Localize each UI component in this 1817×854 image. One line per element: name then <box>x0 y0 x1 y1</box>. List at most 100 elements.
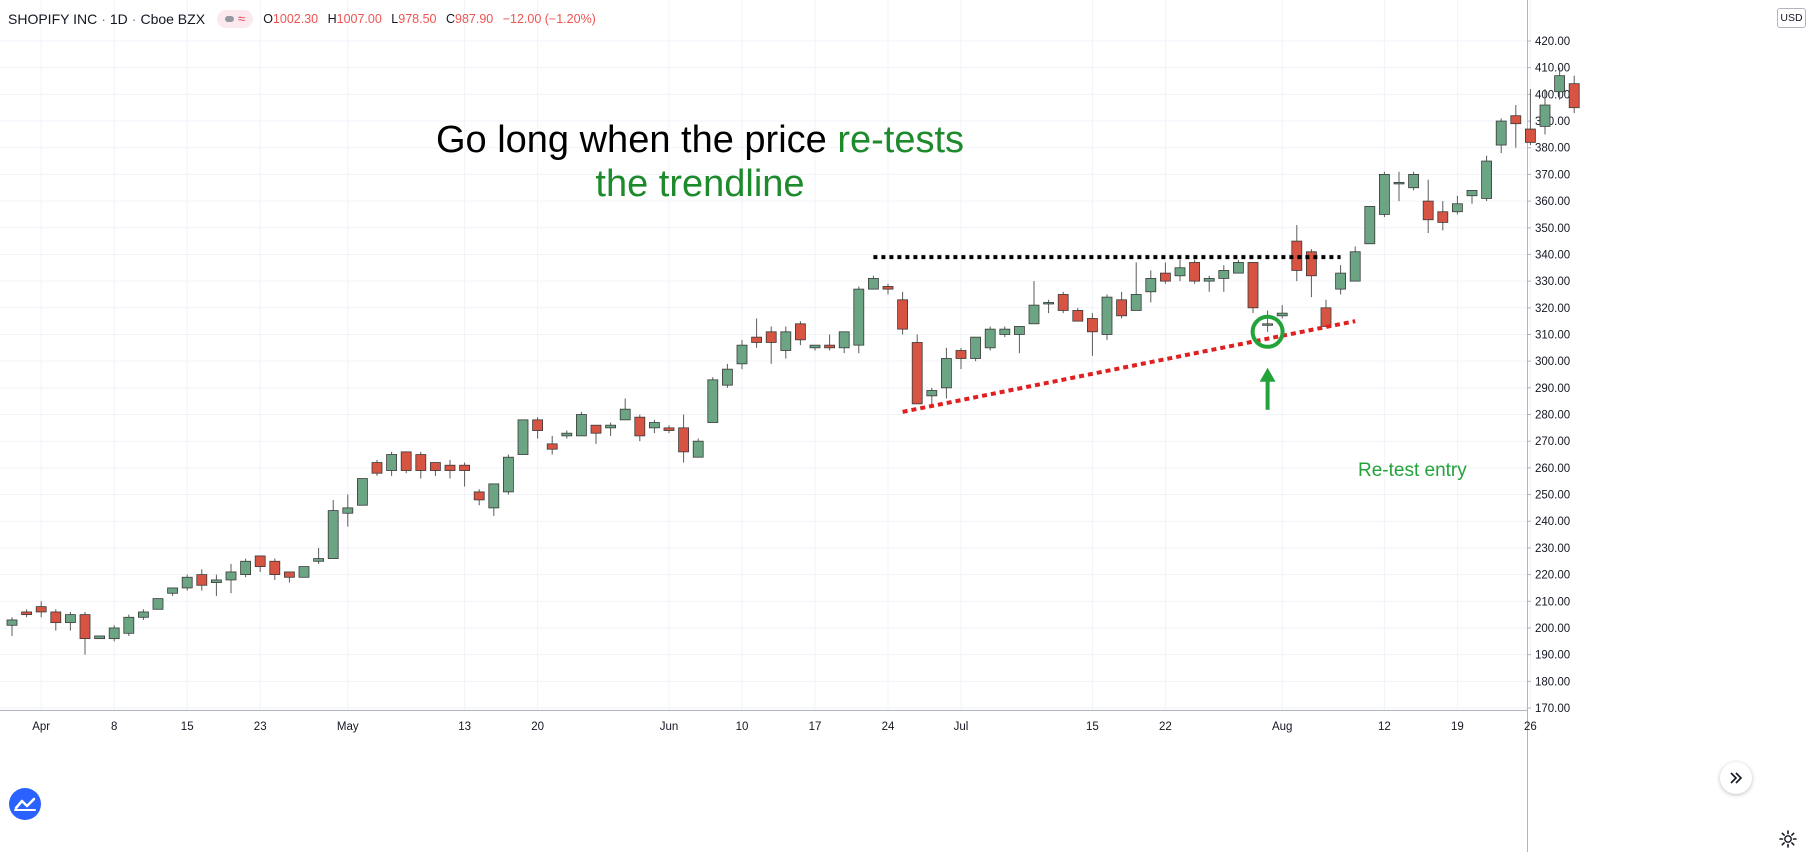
candle-up <box>1130 294 1142 311</box>
headline-green-text: re-tests <box>837 119 965 161</box>
candle-up <box>1364 206 1376 245</box>
time-tick-label: 13 <box>458 721 471 733</box>
candle-up <box>1262 323 1273 326</box>
candle-down <box>663 427 675 431</box>
candle-up <box>1233 262 1244 274</box>
candle-up <box>605 424 616 429</box>
status-dot-icon <box>225 16 235 22</box>
symbol-legend[interactable]: SHOPIFY INC · 1D · Cboe BZX ≈ O1002.30 H… <box>8 8 602 30</box>
time-tick-label: 19 <box>1451 721 1464 733</box>
candle-down <box>79 614 91 640</box>
candle-up <box>108 627 120 640</box>
high-label: H <box>327 12 337 26</box>
candle-up <box>1335 272 1346 290</box>
candle-down <box>1160 272 1171 282</box>
headline-black-text: Go long when the price <box>435 119 838 161</box>
candle-up <box>94 635 105 640</box>
candle-up <box>65 614 76 624</box>
candle-down <box>1087 318 1098 333</box>
candle-up <box>123 616 135 634</box>
price-tick-label: 420.00 <box>1535 36 1570 48</box>
candle-up <box>838 331 850 349</box>
symbol-name[interactable]: SHOPIFY INC <box>8 11 98 27</box>
candle-down <box>751 336 762 343</box>
candle-up <box>736 344 748 365</box>
candle-down <box>955 350 967 359</box>
price-tick-label: 170.00 <box>1535 703 1570 715</box>
candle-up <box>1145 278 1157 293</box>
time-tick-label: 24 <box>882 721 895 733</box>
candle-down <box>444 464 456 471</box>
low-value: 978.50 <box>398 12 437 26</box>
candle-up <box>1466 190 1478 197</box>
candle-down <box>196 574 208 586</box>
candle-down <box>35 606 47 613</box>
candle-up <box>167 587 179 594</box>
price-tick-label: 230.00 <box>1535 543 1570 555</box>
candle-up <box>6 619 18 626</box>
price-tick-label: 340.00 <box>1535 249 1570 261</box>
candle-down <box>1306 251 1317 277</box>
candle-up <box>984 328 996 349</box>
candle-up <box>722 368 733 386</box>
candle-up <box>1174 267 1186 277</box>
time-tick-label: 10 <box>736 721 749 733</box>
candle-down <box>415 454 427 471</box>
candle-up <box>1043 302 1054 305</box>
close-value: 987.90 <box>455 12 494 26</box>
candle-down <box>269 560 281 576</box>
candle-up <box>780 331 792 351</box>
candle-up <box>809 344 821 349</box>
tradingview-logo-icon[interactable] <box>9 788 41 820</box>
candle-down <box>795 323 806 341</box>
candle-down <box>283 571 295 578</box>
candle-down <box>1247 262 1259 309</box>
gear-icon[interactable] <box>1778 829 1798 849</box>
candle-down <box>765 331 777 343</box>
retest-entry-label: Re-test entry <box>1358 460 1467 481</box>
candle-up <box>1101 296 1113 335</box>
open-value: 1002.30 <box>272 12 319 26</box>
candle-up <box>1452 203 1463 213</box>
candle-up <box>707 379 719 423</box>
candle-down <box>1116 299 1127 317</box>
time-tick-label: 20 <box>531 721 544 733</box>
candle-up <box>1554 75 1565 93</box>
candle-up <box>868 278 879 290</box>
candle-up <box>1349 251 1361 282</box>
candle-up <box>137 611 149 618</box>
price-tick-label: 310.00 <box>1535 329 1570 341</box>
candle-up <box>619 408 631 421</box>
interval-label[interactable]: 1D <box>109 11 128 27</box>
time-tick-label: Jun <box>660 721 679 733</box>
price-tick-label: 330.00 <box>1535 276 1570 288</box>
price-tick-label: 410.00 <box>1535 63 1570 75</box>
candle-up <box>1028 304 1040 325</box>
scroll-to-realtime-button[interactable] <box>1720 762 1752 794</box>
price-tick-label: 270.00 <box>1535 436 1570 448</box>
trendline-support <box>902 319 1356 414</box>
candle-up <box>1379 173 1390 215</box>
candle-down <box>911 342 923 405</box>
candle-up <box>941 358 952 389</box>
wave-icon: ≈ <box>238 11 246 26</box>
candle-up <box>999 328 1011 335</box>
candle-up <box>1203 278 1215 282</box>
legend-status-pill[interactable]: ≈ <box>217 10 254 28</box>
close-label: C <box>445 12 455 26</box>
candle-up <box>1481 160 1492 199</box>
candle-up <box>342 507 354 514</box>
candle-down <box>1057 294 1069 311</box>
open-label: O <box>263 12 273 26</box>
candle-down <box>1189 262 1200 282</box>
candle-down <box>634 416 646 437</box>
price-tick-label: 260.00 <box>1535 463 1570 475</box>
time-tick-label: Jul <box>954 721 969 733</box>
candle-up <box>502 456 514 493</box>
price-tick-label: 350.00 <box>1535 223 1570 235</box>
change-value: −12.00 (−1.20%) <box>502 12 596 26</box>
low-label: L <box>391 12 399 26</box>
currency-badge[interactable]: USD <box>1777 8 1806 28</box>
price-tick-label: 320.00 <box>1535 303 1570 315</box>
